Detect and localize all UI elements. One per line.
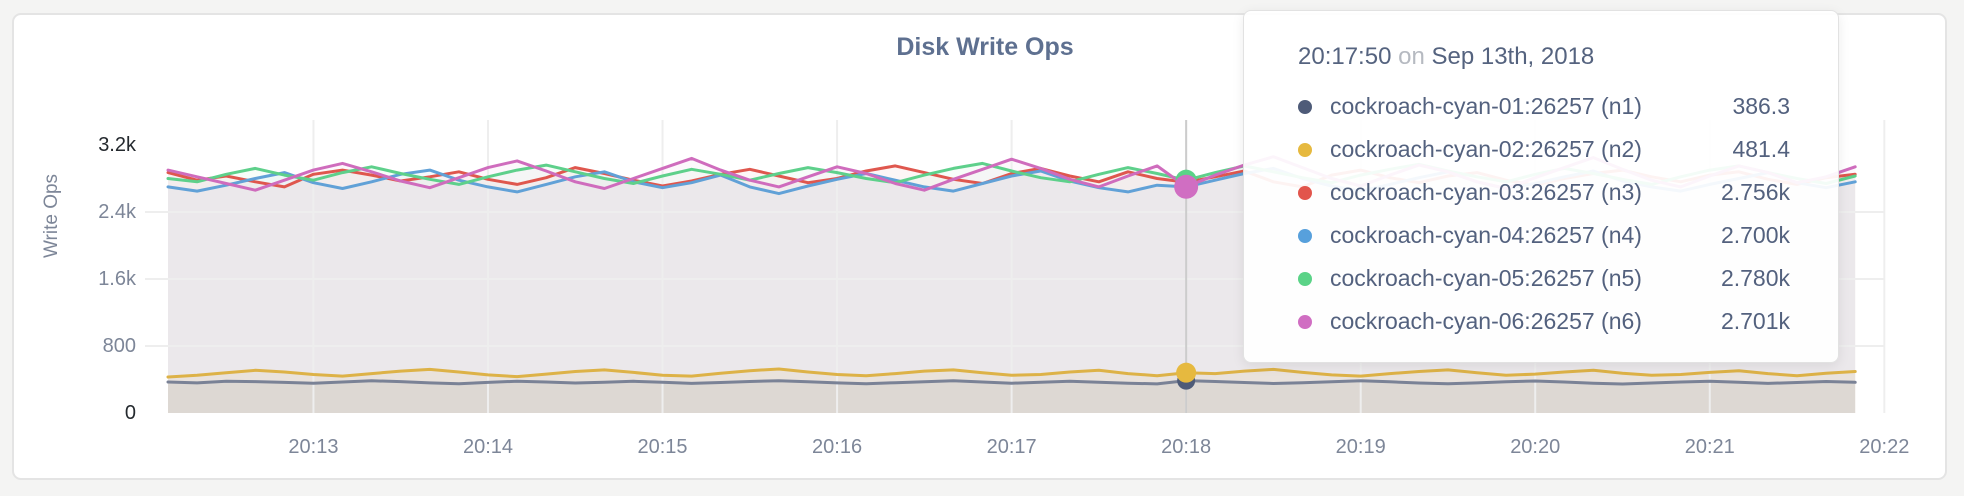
- y-tick-label: 2.4k: [98, 201, 136, 223]
- chart-title: Disk Write Ops: [896, 33, 1074, 61]
- x-tick-label: 20:14: [462, 436, 514, 458]
- legend-dot-icon: [1298, 142, 1312, 157]
- tooltip-series-name: cockroach-cyan-03:26257 (n3): [1330, 179, 1642, 205]
- tooltip-series-name: cockroach-cyan-02:26257 (n2): [1330, 136, 1642, 162]
- tooltip-row: cockroach-cyan-01:26257 (n1) 386.3: [1298, 85, 1790, 128]
- tooltip-series-value: 481.4: [1732, 136, 1790, 162]
- legend-dot-icon: [1298, 185, 1312, 200]
- tooltip-date: Sep 13th, 2018: [1431, 43, 1595, 70]
- legend-dot-icon: [1298, 99, 1312, 114]
- legend-dot-icon: [1298, 228, 1312, 243]
- tooltip-series-value: 2.756k: [1720, 179, 1790, 205]
- tooltip-row: cockroach-cyan-06:26257 (n6) 2.701k: [1298, 300, 1790, 343]
- x-tick-label: 20:19: [1335, 436, 1386, 458]
- legend-dot-icon: [1298, 314, 1312, 329]
- tooltip-header: 20:17:50 on Sep 13th, 2018: [1298, 42, 1790, 72]
- x-tick-label: 20:17: [986, 436, 1037, 458]
- tooltip-conjunction: on: [1398, 43, 1425, 70]
- x-tick-label: 20:21: [1684, 436, 1735, 458]
- tooltip-row: cockroach-cyan-05:26257 (n5) 2.780k: [1298, 257, 1790, 300]
- tooltip-rows: cockroach-cyan-01:26257 (n1) 386.3 cockroa…: [1298, 85, 1790, 343]
- y-tick-label: 1.6k: [98, 268, 136, 290]
- tooltip-series-value: 2.780k: [1720, 265, 1790, 291]
- chart-tooltip: 20:17:50 on Sep 13th, 2018 cockroach-cya…: [1243, 10, 1839, 363]
- tooltip-series-name: cockroach-cyan-06:26257 (n6): [1330, 308, 1642, 334]
- tooltip-series-name: cockroach-cyan-04:26257 (n4): [1330, 222, 1642, 248]
- tooltip-row: cockroach-cyan-03:26257 (n3) 2.756k: [1298, 171, 1790, 214]
- x-tick-label: 20:18: [1161, 436, 1212, 458]
- x-tick-label: 20:20: [1510, 436, 1561, 458]
- legend-dot-icon: [1298, 271, 1312, 286]
- tooltip-series-value: 2.701k: [1720, 308, 1790, 334]
- x-tick-label: 20:22: [1859, 436, 1910, 458]
- tooltip-series-name: cockroach-cyan-01:26257 (n1): [1330, 93, 1642, 119]
- tooltip-time: 20:17:50: [1298, 43, 1392, 70]
- series-line-2: [166, 367, 1857, 379]
- x-tick-label: 20:16: [812, 436, 863, 458]
- y-tick-label: 800: [102, 335, 136, 357]
- x-tick-label: 20:13: [288, 436, 339, 458]
- series-line-1: [166, 379, 1857, 386]
- x-tick-label: 20:15: [637, 436, 688, 458]
- hover-dot: [1174, 174, 1199, 199]
- hover-dot: [1176, 362, 1197, 383]
- tooltip-series-value: 2.700k: [1720, 222, 1790, 248]
- tooltip-series-value: 386.3: [1732, 93, 1790, 119]
- tooltip-row: cockroach-cyan-02:26257 (n2) 481.4: [1298, 128, 1790, 171]
- y-tick-label: 0: [124, 402, 136, 424]
- tooltip-row: cockroach-cyan-04:26257 (n4) 2.700k: [1298, 214, 1790, 257]
- tooltip-series-name: cockroach-cyan-05:26257 (n5): [1330, 265, 1642, 291]
- y-tick-label: 3.2k: [98, 134, 136, 156]
